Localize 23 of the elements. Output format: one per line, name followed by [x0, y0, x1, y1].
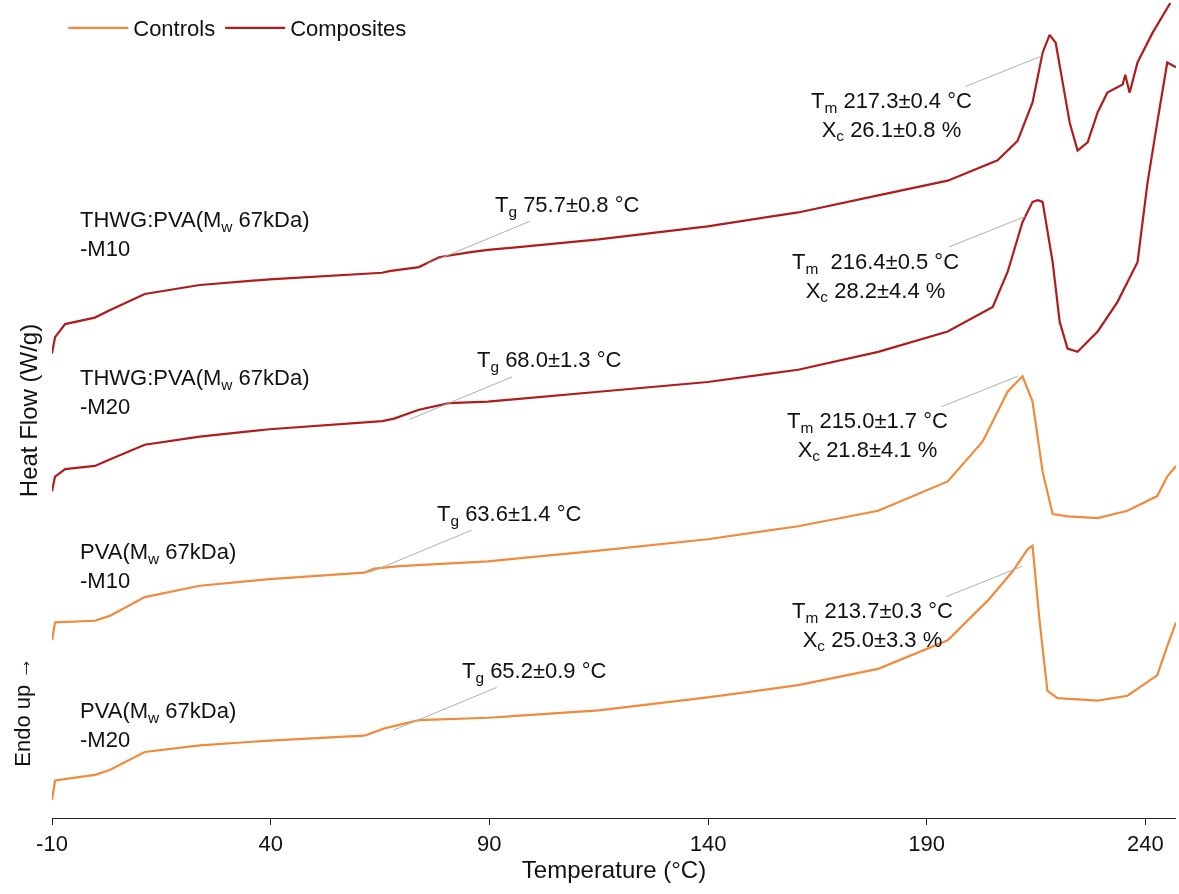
annotation: T$_{m}$ 217.3±0.4 °C X$_{c}$ 26.1±0.8 % [811, 88, 973, 145]
text: PVA(M$_{w}$ 67kDa) -M20 [80, 698, 237, 752]
x-axis-title: Temperature (°C) [521, 856, 707, 884]
y-axis-title: Heat Flow (W/g) [15, 323, 43, 498]
annotation: T$_{g}$ 65.2±0.9 °C [462, 658, 607, 686]
legend-label: Controls [133, 16, 216, 42]
legend-label: Composites [290, 16, 407, 42]
text: Endo up → [9, 656, 35, 767]
annotation: T$_{m}$ 213.7±0.3 °C X$_{c}$ 25.0±3.3 % [792, 598, 954, 655]
annotation: T$_{g}$ 68.0±1.3 °C [477, 347, 622, 375]
x-tick-label: 40 [258, 831, 283, 857]
annotation: T$_{g}$ 63.6±1.4 °C [437, 501, 582, 529]
text: THWG:PVA(M$_{w}$ 67kDa) -M10 [80, 207, 310, 261]
annotation: T$_{m}$ 215.0±1.7 °C X$_{c}$ 21.8±4.1 % [787, 408, 949, 465]
annotation: T$_{g}$ 75.7±0.8 °C [495, 192, 640, 220]
x-tick-label: 190 [908, 831, 946, 857]
x-tick-label: 140 [689, 831, 727, 857]
text: PVA(M$_{w}$ 67kDa) -M10 [80, 539, 237, 593]
x-tick-label: 240 [1127, 831, 1164, 857]
x-tick-label: 90 [477, 831, 502, 857]
annotation: T$_{m}$ 216.4±0.5 °C X$_{c}$ 28.2±4.4 % [792, 249, 960, 306]
text: THWG:PVA(M$_{w}$ 67kDa) -M20 [80, 365, 310, 419]
x-tick-label: -10 [36, 831, 68, 857]
